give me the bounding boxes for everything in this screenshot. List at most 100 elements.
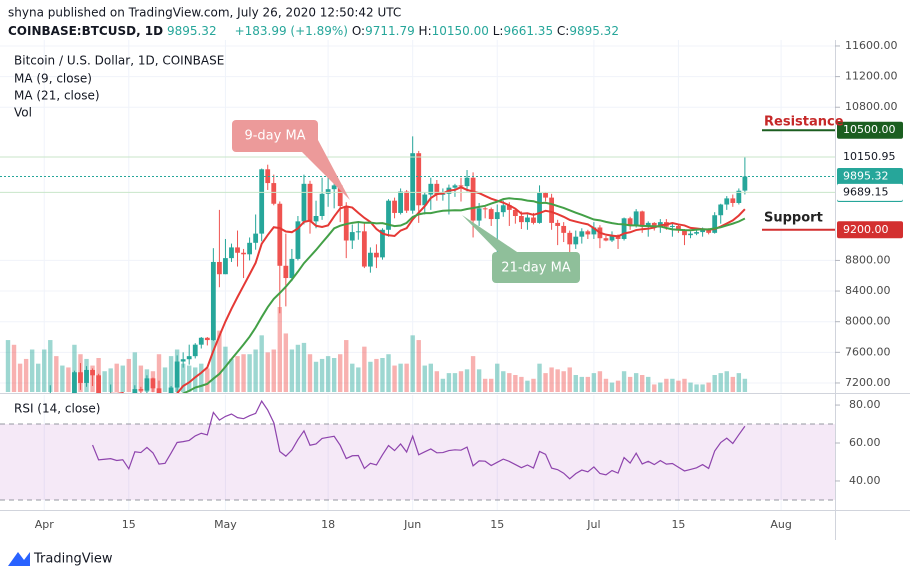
candle-body bbox=[283, 265, 289, 279]
volume-bar bbox=[476, 369, 482, 392]
candle-body bbox=[349, 232, 355, 241]
volume-bar bbox=[223, 346, 228, 392]
volume-bar bbox=[11, 344, 17, 392]
volume-bar bbox=[640, 375, 645, 392]
support-label: Support bbox=[764, 211, 823, 226]
rsi-pane bbox=[0, 395, 835, 510]
candle-body bbox=[567, 232, 573, 245]
candle-body bbox=[736, 190, 742, 203]
volume-bar bbox=[730, 376, 735, 392]
y-tick-label: 8000.00 bbox=[845, 315, 891, 328]
volume-bar bbox=[253, 349, 258, 392]
price-pane bbox=[0, 40, 835, 422]
candle-body bbox=[6, 417, 11, 422]
volume-bar bbox=[217, 330, 222, 392]
candle-body bbox=[639, 211, 645, 227]
volume-bar bbox=[428, 363, 433, 392]
volume-bar bbox=[706, 382, 711, 392]
candle-body bbox=[519, 216, 524, 223]
candle-body bbox=[368, 252, 373, 267]
candle-body bbox=[543, 193, 548, 198]
candle-body bbox=[168, 387, 174, 393]
candle-body bbox=[210, 261, 216, 341]
candle-body bbox=[730, 198, 736, 203]
candle-body bbox=[464, 177, 470, 187]
candle-body bbox=[555, 222, 561, 226]
volume-bar bbox=[489, 378, 494, 392]
candle-body bbox=[579, 231, 585, 237]
y-tick-label: 7600.00 bbox=[845, 345, 891, 358]
volume-bar bbox=[331, 358, 337, 392]
volume-bar bbox=[386, 354, 391, 392]
volume-bar bbox=[519, 376, 524, 392]
y-tick-label: 10800.00 bbox=[845, 100, 898, 113]
rsi-tick-label: 40.00 bbox=[849, 474, 881, 487]
volume-bar bbox=[36, 363, 41, 392]
volume-bar bbox=[211, 325, 216, 392]
moving-average bbox=[181, 197, 746, 393]
candle-body bbox=[585, 231, 591, 235]
volume-bar bbox=[579, 376, 584, 392]
candle-body bbox=[398, 191, 403, 213]
volume-bar bbox=[313, 361, 319, 392]
candle-body bbox=[102, 407, 107, 409]
candle-body bbox=[361, 231, 367, 267]
volume-bar bbox=[513, 375, 518, 392]
volume-bar bbox=[495, 363, 500, 392]
volume-bar bbox=[205, 368, 210, 392]
volume-bar bbox=[54, 356, 59, 392]
volume-bar bbox=[283, 333, 289, 392]
candle-body bbox=[512, 209, 518, 217]
price-label: 10500.00 bbox=[843, 123, 896, 136]
volume-bar bbox=[736, 373, 742, 392]
volume-bar bbox=[132, 352, 138, 392]
volume-bar bbox=[356, 367, 361, 392]
volume-bar bbox=[241, 354, 246, 392]
volume-bar bbox=[573, 375, 578, 392]
rsi-tick-label: 60.00 bbox=[849, 436, 881, 449]
annotation: 9-day MA bbox=[244, 129, 305, 144]
candle-body bbox=[633, 211, 639, 226]
volume-bar bbox=[289, 349, 295, 392]
volume-bar bbox=[646, 376, 651, 392]
x-tick-label: 15 bbox=[490, 518, 504, 531]
volume-bar bbox=[5, 340, 11, 392]
volume-bar bbox=[17, 363, 23, 392]
volume-bar bbox=[597, 371, 603, 392]
candle-body bbox=[114, 405, 119, 409]
volume-bar bbox=[108, 368, 113, 392]
candle-body bbox=[506, 205, 512, 210]
candle-body bbox=[156, 388, 162, 393]
candle-body bbox=[386, 200, 391, 230]
footer-logo: TradingView bbox=[8, 552, 113, 567]
volume-bar bbox=[344, 340, 349, 392]
candle-body bbox=[670, 225, 675, 227]
volume-bar bbox=[501, 371, 506, 392]
candle-body bbox=[204, 337, 210, 341]
volume-bar bbox=[470, 356, 476, 392]
candle-body bbox=[241, 252, 246, 255]
candle-body bbox=[706, 229, 712, 233]
volume-bar bbox=[627, 376, 633, 392]
candle-body bbox=[120, 407, 125, 409]
price-label-box bbox=[837, 121, 903, 139]
candle-body bbox=[380, 229, 385, 258]
volume-bar bbox=[446, 373, 452, 392]
candle-body bbox=[192, 344, 198, 357]
candle-body bbox=[217, 261, 222, 275]
x-tick-label: 15 bbox=[671, 518, 685, 531]
volume-bar bbox=[60, 365, 65, 392]
volume-bar bbox=[350, 363, 355, 392]
volume-bar bbox=[549, 367, 554, 392]
volume-bar bbox=[156, 354, 162, 392]
volume-bar bbox=[543, 373, 548, 392]
volume-bar bbox=[307, 354, 313, 392]
volume-bar bbox=[102, 371, 107, 392]
volume-bar bbox=[567, 367, 572, 392]
candle-body bbox=[416, 153, 422, 206]
volume-bar bbox=[585, 376, 591, 392]
candle-body bbox=[458, 185, 464, 187]
candle-body bbox=[313, 216, 319, 222]
candle-body bbox=[307, 183, 313, 222]
